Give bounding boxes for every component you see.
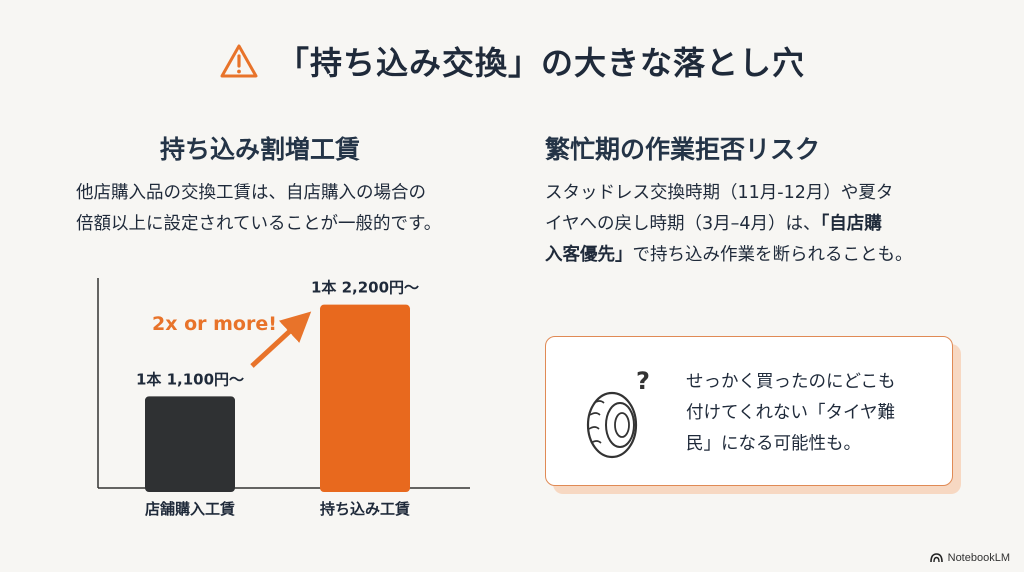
right-body: スタッドレス交換時期（11月-12月）や夏タ イヤへの戻し時期（3月–4月）は、… xyxy=(545,178,975,271)
right-body-emphasis: 「自店購 xyxy=(820,214,882,234)
notebooklm-logo-icon xyxy=(929,553,943,563)
left-body-line: 他店購入品の交換工賃は、自店購入の場合の xyxy=(76,183,426,203)
bar-store-purchase xyxy=(145,396,235,492)
risk-callout-text: せっかく買ったのにどこも 付けてくれない「タイヤ難 民」になる可能性も。 xyxy=(686,367,941,460)
brand-label: NotebookLM xyxy=(947,552,1010,564)
brand-watermark: NotebookLM xyxy=(929,552,1010,564)
risk-line: 付けてくれない「タイヤ難 xyxy=(686,403,895,423)
right-body-emphasis: 入客優先」 xyxy=(545,245,633,265)
left-body-line: 倍額以上に設定されていることが一般的です。 xyxy=(76,214,442,234)
tire-question-icon: ? xyxy=(586,367,650,459)
labor-cost-bar-chart: 1本 1,100円〜 1本 2,200円〜 店舗購入工賃 持ち込み工賃 2x o… xyxy=(97,278,470,518)
risk-callout-box: ? せっかく買ったのにどこも 付けてくれない「タイヤ難 民」になる可能性も。 xyxy=(545,336,953,486)
category-label-store-purchase: 店舗購入工賃 xyxy=(145,500,235,518)
right-body-text: イヤへの戻し時期（3月–4月）は、 xyxy=(545,214,821,234)
left-heading: 持ち込み割増工賃 xyxy=(160,135,361,164)
right-body-line: イヤへの戻し時期（3月–4月）は、「自店購 xyxy=(545,209,975,240)
data-label-store-purchase: 1本 1,100円〜 xyxy=(136,370,244,388)
right-heading: 繁忙期の作業拒否リスク xyxy=(545,135,821,164)
left-body: 他店購入品の交換工賃は、自店購入の場合の 倍額以上に設定されていることが一般的で… xyxy=(76,178,441,240)
annotation-2x: 2x or more! xyxy=(152,313,277,335)
right-body-line: 入客優先」で持ち込み作業を断られることも。 xyxy=(545,240,975,271)
right-body-line: スタッドレス交換時期（11月-12月）や夏タ xyxy=(545,183,894,203)
warning-triangle-icon xyxy=(220,44,258,78)
svg-text:?: ? xyxy=(636,367,650,395)
bar-carry-in xyxy=(320,304,410,492)
category-label-carry-in: 持ち込み工賃 xyxy=(320,500,410,518)
annotation-arrow xyxy=(250,311,312,368)
page-title: 「持ち込み交換」の大きな落とし穴 xyxy=(0,38,1024,84)
page-title-text: 「持ち込み交換」の大きな落とし穴 xyxy=(276,44,805,82)
right-body-text: で持ち込み作業を断られることも。 xyxy=(632,245,913,265)
data-label-carry-in: 1本 2,200円〜 xyxy=(311,279,419,297)
risk-line: 民」になる可能性も。 xyxy=(686,434,861,454)
risk-line: せっかく買ったのにどこも xyxy=(686,372,896,392)
